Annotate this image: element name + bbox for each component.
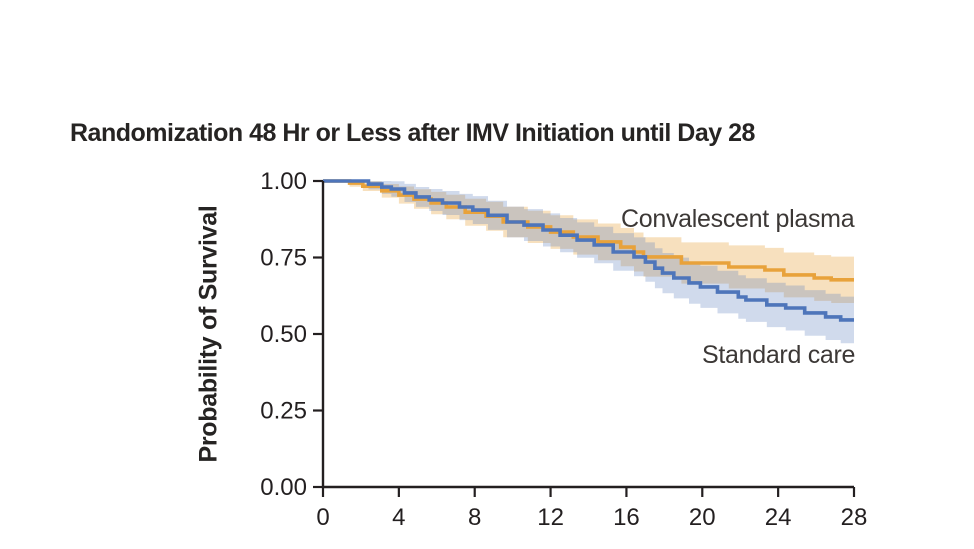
y-tick-label: 1.00 bbox=[260, 168, 307, 195]
series-label-convalescent-plasma: Convalescent plasma bbox=[621, 205, 855, 233]
ci-band-standard-care bbox=[323, 181, 854, 344]
survival-curve-standard-care bbox=[323, 179, 854, 322]
x-tick-label: 16 bbox=[613, 504, 640, 531]
x-tick-label: 4 bbox=[392, 504, 405, 531]
ci-band-convalescent-plasma bbox=[323, 181, 854, 303]
x-tick-label: 0 bbox=[316, 504, 329, 531]
x-tick-label: 20 bbox=[689, 504, 716, 531]
chart-title: Randomization 48 Hr or Less after IMV In… bbox=[70, 119, 755, 147]
x-tick-label: 24 bbox=[765, 504, 792, 531]
survival-curves bbox=[323, 179, 854, 322]
y-tick-label: 0.25 bbox=[260, 398, 307, 425]
y-tick-label: 0.00 bbox=[260, 474, 307, 501]
axes bbox=[313, 179, 856, 497]
x-tick-label: 28 bbox=[841, 504, 868, 531]
series-label-standard-care: Standard care bbox=[702, 341, 856, 369]
x-tick-label: 12 bbox=[537, 504, 564, 531]
y-tick-label: 0.50 bbox=[260, 321, 307, 348]
y-tick-label: 0.75 bbox=[260, 245, 307, 272]
confidence-bands bbox=[323, 181, 854, 344]
x-tick-label: 8 bbox=[468, 504, 481, 531]
tick-labels: 1.00 0.75 0.50 0.25 0.00 0 4 8 12 16 20 24 28 bbox=[260, 168, 867, 531]
